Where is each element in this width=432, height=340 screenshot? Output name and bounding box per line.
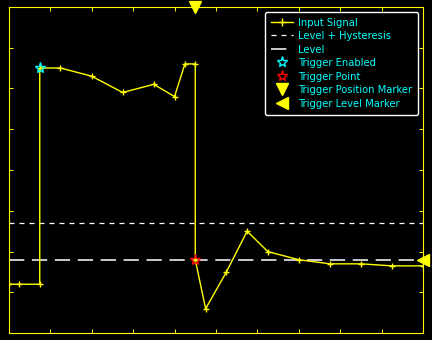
- Legend: Input Signal, Level + Hysteresis, Level, Trigger Enabled, Trigger Point, Trigger: Input Signal, Level + Hysteresis, Level,…: [265, 12, 418, 115]
